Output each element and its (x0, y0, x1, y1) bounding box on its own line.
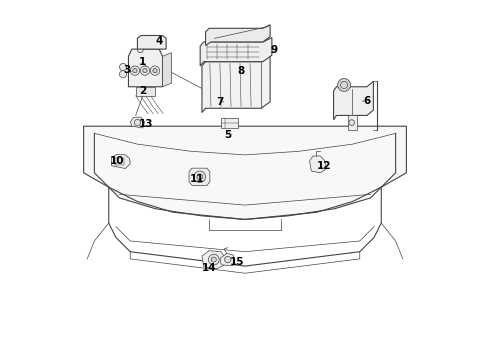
Text: 9: 9 (271, 45, 278, 55)
Bar (220, 118, 238, 128)
Circle shape (211, 257, 216, 262)
Circle shape (208, 254, 219, 265)
Text: 11: 11 (189, 174, 204, 184)
Polygon shape (310, 156, 326, 173)
Text: 12: 12 (317, 161, 331, 171)
Circle shape (120, 71, 126, 78)
Polygon shape (202, 55, 270, 113)
Circle shape (143, 68, 147, 73)
Circle shape (349, 120, 355, 126)
Text: 1: 1 (139, 57, 147, 67)
Circle shape (130, 66, 140, 75)
Polygon shape (137, 36, 166, 49)
Text: 7: 7 (216, 97, 223, 107)
Polygon shape (200, 38, 272, 66)
Text: 3: 3 (124, 64, 131, 75)
Polygon shape (205, 25, 270, 45)
Polygon shape (189, 168, 210, 185)
Polygon shape (84, 126, 406, 220)
Bar (348, 116, 357, 130)
Circle shape (134, 120, 141, 126)
Circle shape (341, 81, 347, 89)
Text: 5: 5 (224, 130, 232, 140)
Bar (136, 87, 155, 96)
Circle shape (150, 66, 160, 75)
Text: 2: 2 (139, 86, 147, 96)
Text: 8: 8 (237, 66, 245, 76)
Polygon shape (202, 251, 225, 269)
Polygon shape (334, 81, 373, 120)
Polygon shape (128, 49, 163, 87)
Polygon shape (130, 117, 145, 128)
Circle shape (194, 171, 205, 183)
Polygon shape (163, 53, 172, 87)
Text: 4: 4 (156, 36, 163, 46)
Circle shape (138, 47, 143, 53)
Text: 6: 6 (363, 96, 370, 106)
Circle shape (224, 256, 231, 263)
Text: 15: 15 (230, 257, 245, 267)
Bar (115, 158, 124, 165)
Text: 13: 13 (139, 120, 154, 129)
Circle shape (338, 78, 350, 91)
Circle shape (120, 63, 126, 71)
Polygon shape (220, 253, 235, 266)
Circle shape (197, 174, 203, 180)
Circle shape (153, 68, 157, 73)
Text: 10: 10 (110, 156, 124, 166)
Text: 14: 14 (202, 262, 217, 273)
Polygon shape (112, 154, 130, 168)
Circle shape (133, 68, 137, 73)
Circle shape (140, 66, 149, 75)
